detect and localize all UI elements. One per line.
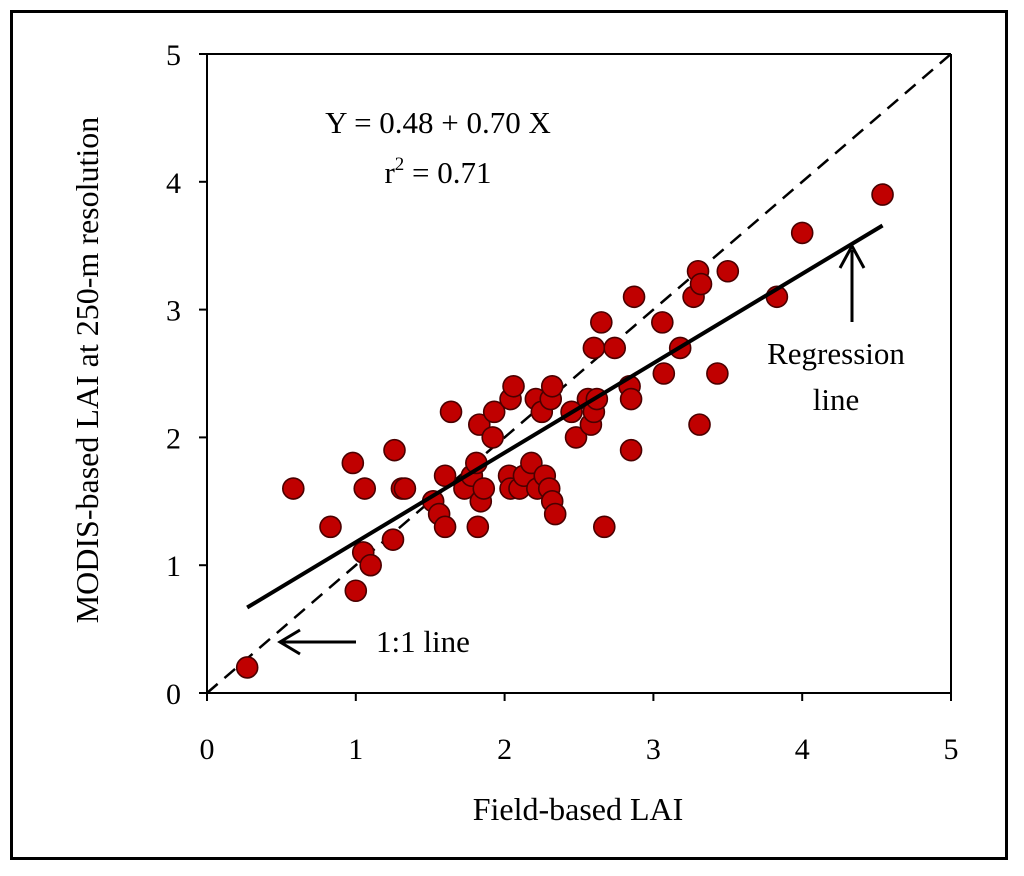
data-point xyxy=(344,579,368,603)
x-tick-label: 3 xyxy=(646,733,661,766)
y-tick-label: 2 xyxy=(166,422,181,455)
data-point xyxy=(716,259,740,283)
data-point xyxy=(383,438,406,462)
data-point xyxy=(353,477,377,500)
y-tick-label: 4 xyxy=(166,167,181,200)
data-point xyxy=(481,426,504,449)
data-point xyxy=(590,311,613,334)
one-to-one-label: 1:1 line xyxy=(376,624,470,659)
regression-arrow xyxy=(838,242,866,322)
one-to-one-line xyxy=(206,53,952,694)
data-point xyxy=(359,553,382,577)
data-point xyxy=(439,400,463,424)
data-point xyxy=(282,477,305,500)
y-axis-title: MODIS-based LAI at 250-m resolution xyxy=(69,117,105,624)
y-tick-label: 3 xyxy=(166,295,181,328)
data-point xyxy=(619,438,643,462)
x-tick-label: 4 xyxy=(795,733,810,766)
x-axis-title: Field-based LAI xyxy=(473,791,684,827)
data-point xyxy=(651,311,674,334)
regression-line xyxy=(246,223,884,610)
data-point xyxy=(871,183,894,206)
data-point xyxy=(319,515,342,539)
data-point xyxy=(472,477,496,500)
data-point xyxy=(482,400,506,424)
data-point xyxy=(543,502,567,526)
data-point xyxy=(688,413,711,436)
data-point xyxy=(603,336,627,360)
x-tick-label: 5 xyxy=(944,733,959,766)
data-point xyxy=(706,362,729,385)
data-point xyxy=(502,374,525,398)
data-point xyxy=(592,515,616,539)
x-tick-label: 0 xyxy=(200,733,215,766)
x-tick-label: 2 xyxy=(497,733,512,766)
data-points xyxy=(235,183,894,679)
data-point xyxy=(790,221,814,245)
one-to-one-arrow xyxy=(277,628,356,656)
data-point xyxy=(582,336,606,360)
x-tick-label: 1 xyxy=(348,733,363,766)
data-point xyxy=(393,477,417,500)
regression-label-line1: Regression xyxy=(767,336,905,371)
y-tick-label: 5 xyxy=(166,39,181,72)
data-point xyxy=(619,387,643,411)
data-point xyxy=(466,515,490,539)
data-point xyxy=(235,656,259,679)
data-point xyxy=(622,285,646,309)
r-squared-label: r2 = 0.71 xyxy=(384,154,491,190)
y-tick-label: 0 xyxy=(166,678,181,711)
data-point xyxy=(564,426,588,449)
data-point xyxy=(540,374,564,398)
axis-ticks xyxy=(199,53,952,701)
data-point xyxy=(341,451,365,475)
regression-label-line2: line xyxy=(813,382,860,417)
data-point xyxy=(381,528,405,551)
data-point xyxy=(433,515,457,539)
data-point xyxy=(689,272,713,296)
y-tick-label: 1 xyxy=(166,550,181,583)
data-point xyxy=(652,362,676,385)
plot-area: 0 1 2 3 4 5 0 1 2 3 4 5 xyxy=(166,39,959,766)
axis-tick-labels: 0 1 2 3 4 5 0 1 2 3 4 5 xyxy=(166,39,959,766)
regression-equation: Y = 0.48 + 0.70 X xyxy=(325,105,551,140)
